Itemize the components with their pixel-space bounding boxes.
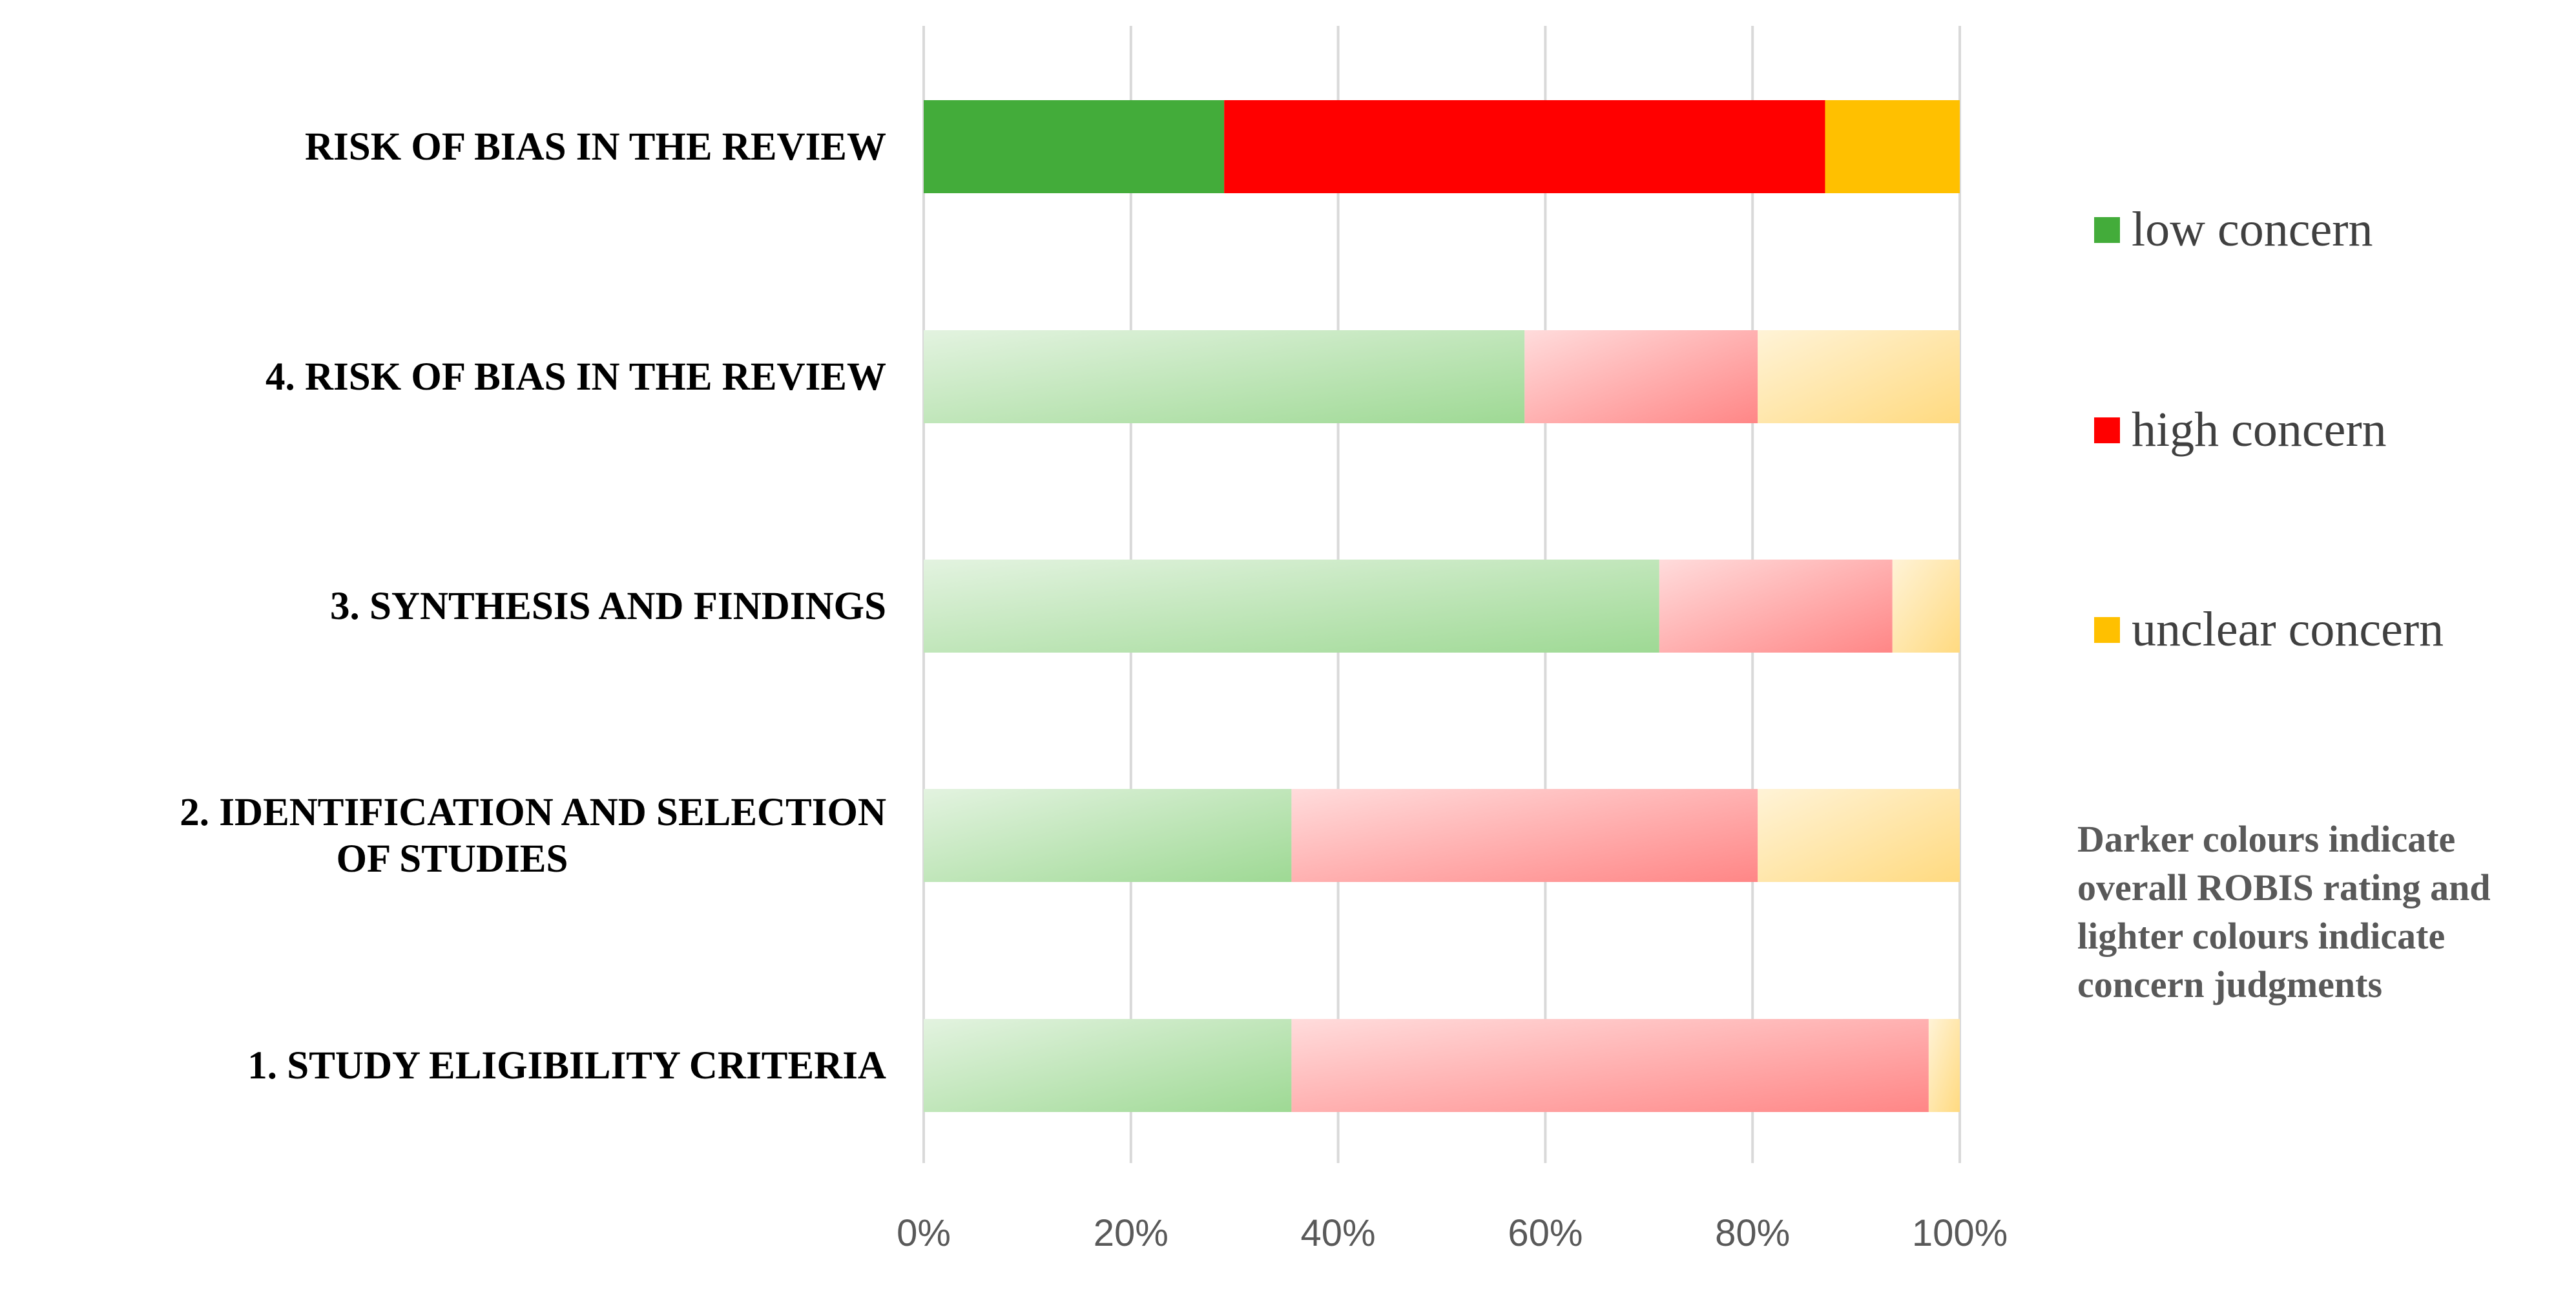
bar-segment-high-concern: [1291, 1019, 1929, 1112]
category-labels: RISK OF BIAS IN THE REVIEW 4. RISK OF BIA…: [180, 125, 886, 1087]
bar-segment-high-concern: [1524, 330, 1758, 423]
x-tick-label: 0%: [897, 1212, 951, 1254]
legend-label: low concern: [2132, 202, 2373, 257]
category-label: 4. RISK OF BIAS IN THE REVIEW: [265, 355, 886, 399]
x-tick-label: 20%: [1094, 1212, 1169, 1254]
bar-segment-unclear-concern: [1928, 1019, 1960, 1112]
bar-segment-low-concern: [924, 330, 1525, 423]
legend-label: unclear concern: [2132, 602, 2444, 656]
bar-segment-unclear-concern: [1758, 330, 1960, 423]
chart-note: Darker colours indicate overall ROBIS rat…: [2077, 818, 2491, 1005]
bar-segment-low-concern: [924, 789, 1292, 882]
bar-segment-high-concern: [1224, 100, 1825, 193]
category-label: RISK OF BIAS IN THE REVIEW: [305, 125, 886, 169]
category-label: 3. SYNTHESIS AND FINDINGS: [330, 585, 886, 628]
x-axis-ticks: 0% 20% 40% 60% 80% 100%: [897, 1212, 2008, 1254]
bar-segment-high-concern: [1659, 560, 1893, 653]
x-tick-label: 100%: [1912, 1212, 2008, 1254]
legend-label: high concern: [2132, 403, 2387, 457]
category-label: 2. IDENTIFICATION AND SELECTION OF STUDIE…: [180, 791, 886, 881]
bar-segment-unclear-concern: [1892, 560, 1960, 653]
x-tick-label: 80%: [1715, 1212, 1790, 1254]
category-label: 1. STUDY ELIGIBILITY CRITERIA: [247, 1044, 886, 1087]
bar-segment-unclear-concern: [1825, 100, 1960, 193]
bar-segment-unclear-concern: [1758, 789, 1960, 882]
legend-swatch: [2094, 617, 2120, 643]
x-tick-label: 40%: [1301, 1212, 1376, 1254]
bar-segment-low-concern: [924, 100, 1225, 193]
legend-swatch: [2094, 417, 2120, 443]
bar-segment-high-concern: [1291, 789, 1758, 882]
bar-segment-low-concern: [924, 560, 1659, 653]
bar-segment-low-concern: [924, 1019, 1292, 1112]
bars: [924, 100, 1960, 1112]
x-tick-label: 60%: [1508, 1212, 1583, 1254]
legend-swatch: [2094, 217, 2120, 243]
legend: low concern high concern unclear concern: [2094, 202, 2444, 656]
